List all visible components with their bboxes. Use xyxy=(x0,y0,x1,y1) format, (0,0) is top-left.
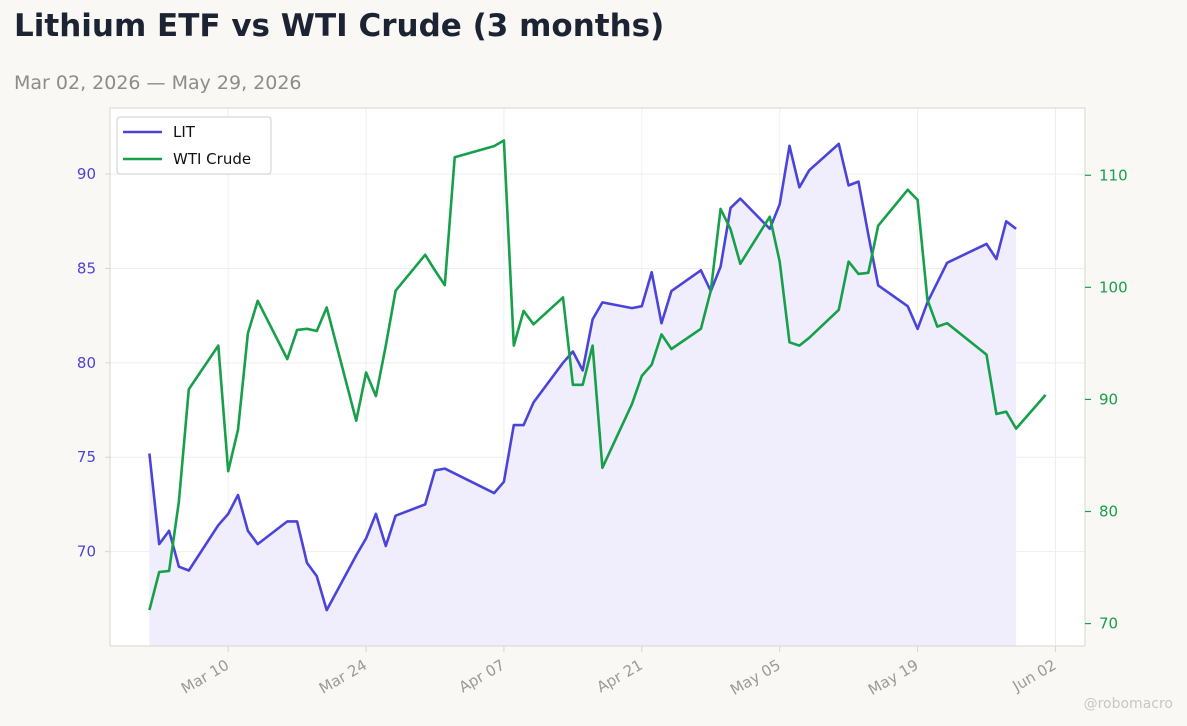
x-tick-label: Mar 24 xyxy=(316,656,370,698)
series-line-lit xyxy=(148,142,1017,612)
y-left-tick-label: 90 xyxy=(77,165,96,183)
y-right-tick-label: 110 xyxy=(1099,166,1128,184)
legend-label: WTI Crude xyxy=(173,150,251,168)
watermark: @robomacro xyxy=(1083,696,1173,712)
y-right-tick-label: 90 xyxy=(1099,390,1118,408)
x-tick-label: Apr 21 xyxy=(594,656,646,696)
series-area-lit xyxy=(149,143,1017,646)
chart-title: Lithium ETF vs WTI Crude (3 months) xyxy=(14,8,665,44)
x-tick-label: Apr 07 xyxy=(456,656,508,696)
x-tick-label: May 19 xyxy=(865,656,922,699)
x-tick-label: Jun 02 xyxy=(1009,656,1060,696)
y-left-tick-label: 70 xyxy=(77,543,96,561)
y-right-tick-label: 80 xyxy=(1099,503,1118,521)
legend-label: LIT xyxy=(173,123,196,141)
series-layer xyxy=(148,139,1047,646)
plot-frame xyxy=(109,107,1086,647)
y-right-tick-label: 100 xyxy=(1099,278,1128,296)
y-left-tick-label: 80 xyxy=(77,354,96,372)
y-right-tick-label: 70 xyxy=(1099,615,1118,633)
series-line-wti-crude xyxy=(148,139,1047,611)
y-left-tick-label: 85 xyxy=(77,259,96,277)
chart-subtitle: Mar 02, 2026 — May 29, 2026 xyxy=(14,72,302,94)
x-tick-label: May 05 xyxy=(727,656,784,699)
legend: LIT WTI Crude xyxy=(116,116,272,175)
y-left-tick-label: 75 xyxy=(77,448,96,466)
x-tick-label: Mar 10 xyxy=(178,656,232,698)
